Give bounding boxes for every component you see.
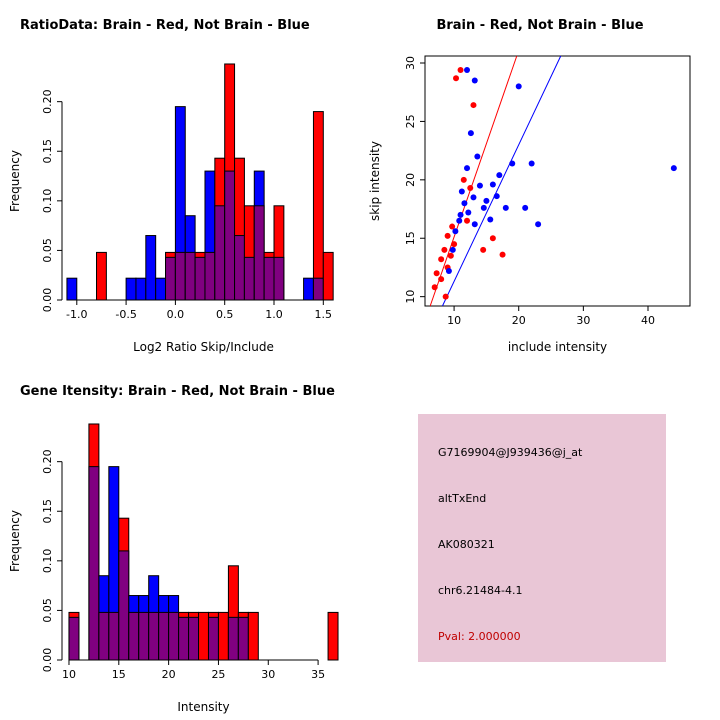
svg-text:20: 20 xyxy=(162,668,176,681)
gene-yaxis-label: Frequency xyxy=(8,510,22,572)
svg-text:25: 25 xyxy=(404,114,417,128)
svg-text:0.00: 0.00 xyxy=(41,648,54,673)
info-line-3: chr6.21484-4.1 xyxy=(438,584,523,597)
info-panel: G7169904@J939436@j_at altTxEnd AK080321 chr… xyxy=(360,360,720,720)
svg-text:30: 30 xyxy=(576,314,590,327)
ratio-histogram-panel: RatioData: Brain - Red, Not Brain - Blue… xyxy=(0,0,360,360)
svg-text:35: 35 xyxy=(311,668,325,681)
svg-text:0.05: 0.05 xyxy=(41,238,54,263)
ratio-yaxis-label: Frequency xyxy=(8,150,22,212)
info-line-0: G7169904@J939436@j_at xyxy=(438,446,583,459)
ratio-histogram-title: RatioData: Brain - Red, Not Brain - Blue xyxy=(20,18,310,33)
svg-text:0.20: 0.20 xyxy=(41,449,54,474)
svg-text:0.0: 0.0 xyxy=(167,308,185,321)
svg-text:0.5: 0.5 xyxy=(216,308,234,321)
svg-text:30: 30 xyxy=(261,668,275,681)
svg-text:0.10: 0.10 xyxy=(41,189,54,214)
svg-text:-0.5: -0.5 xyxy=(115,308,136,321)
intensity-scatter-panel: Brain - Red, Not Brain - Blue 10 20 30 40 10… xyxy=(360,0,720,360)
svg-text:25: 25 xyxy=(211,668,225,681)
svg-text:20: 20 xyxy=(404,173,417,187)
gene-histogram-plot: 10 15 20 25 30 35 0.00 0.05 0.10 0.15 0.20 xyxy=(41,423,339,681)
svg-text:0.15: 0.15 xyxy=(41,139,54,164)
svg-text:10: 10 xyxy=(62,668,76,681)
info-line-4: Pval: 2.000000 xyxy=(438,630,521,643)
gene-histogram-title: Gene Itensity: Brain - Red, Not Brain - … xyxy=(20,384,335,399)
svg-text:30: 30 xyxy=(404,56,417,70)
ratio-xaxis-label: Log2 Ratio Skip/Include xyxy=(133,340,274,354)
svg-text:0.15: 0.15 xyxy=(41,499,54,524)
info-line-1: altTxEnd xyxy=(438,492,487,505)
info-box: G7169904@J939436@j_at altTxEnd AK080321 chr… xyxy=(418,414,666,662)
gene-xaxis-label: Intensity xyxy=(177,700,230,714)
svg-text:15: 15 xyxy=(404,231,417,245)
intensity-scatter-title: Brain - Red, Not Brain - Blue xyxy=(436,18,644,33)
ratio-histogram-plot: -1.0 -0.5 0.0 0.5 1.0 1.5 0.00 0.05 0.10 0.15 0.20 xyxy=(41,63,334,321)
svg-text:0.00: 0.00 xyxy=(41,288,54,313)
info-line-2: AK080321 xyxy=(438,538,495,551)
svg-text:0.10: 0.10 xyxy=(41,549,54,574)
svg-text:0.20: 0.20 xyxy=(41,89,54,114)
svg-text:10: 10 xyxy=(447,314,461,327)
gene-histogram-panel: Gene Itensity: Brain - Red, Not Brain - … xyxy=(0,360,360,720)
scatter-yaxis-label: skip intensity xyxy=(368,141,382,221)
svg-text:10: 10 xyxy=(404,290,417,304)
svg-text:1.5: 1.5 xyxy=(315,308,333,321)
svg-text:-1.0: -1.0 xyxy=(66,308,87,321)
svg-text:40: 40 xyxy=(641,314,655,327)
svg-text:15: 15 xyxy=(112,668,126,681)
svg-text:1.0: 1.0 xyxy=(265,308,283,321)
scatter-xaxis-label: include intensity xyxy=(507,340,608,354)
intensity-scatter-plot: 10 20 30 40 10 15 20 25 30 xyxy=(404,55,691,327)
svg-text:0.05: 0.05 xyxy=(41,598,54,623)
svg-text:20: 20 xyxy=(512,314,526,327)
